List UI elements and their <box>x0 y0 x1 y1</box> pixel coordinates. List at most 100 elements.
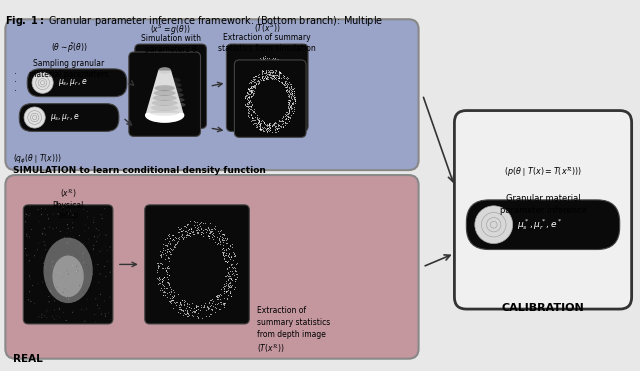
Point <box>161 285 171 290</box>
Point <box>257 68 268 74</box>
Point <box>284 79 294 85</box>
Point <box>271 125 281 131</box>
Point <box>287 79 298 85</box>
Point <box>218 239 228 245</box>
Point <box>223 273 234 279</box>
Point <box>77 255 88 260</box>
Point <box>165 235 175 241</box>
Point <box>39 226 49 232</box>
Point <box>170 234 180 240</box>
Point <box>247 114 257 120</box>
Point <box>257 127 267 132</box>
Point <box>266 63 276 69</box>
Point <box>261 117 271 123</box>
Point <box>280 120 290 126</box>
Point <box>190 308 200 313</box>
Point <box>251 106 261 112</box>
Point <box>244 61 254 67</box>
Point <box>163 255 173 261</box>
Point <box>258 76 268 82</box>
Point <box>48 211 58 217</box>
Point <box>250 108 260 114</box>
Point <box>164 291 175 297</box>
Point <box>264 128 275 134</box>
Point <box>271 60 281 66</box>
Point <box>204 227 214 233</box>
Point <box>284 77 294 83</box>
Point <box>243 109 253 115</box>
Point <box>246 112 256 118</box>
Point <box>204 299 214 305</box>
Point <box>248 91 258 97</box>
Point <box>97 311 107 317</box>
Point <box>68 212 78 218</box>
Point <box>284 96 294 102</box>
Point <box>250 62 260 68</box>
Point <box>174 234 184 240</box>
Point <box>225 243 235 249</box>
Point <box>239 91 250 97</box>
Point <box>223 252 233 257</box>
Point <box>269 57 280 63</box>
Point <box>168 293 179 299</box>
Point <box>244 96 254 102</box>
Point <box>253 58 264 63</box>
Point <box>287 95 297 101</box>
Point <box>33 207 43 213</box>
Point <box>285 98 295 104</box>
Point <box>242 92 252 98</box>
Point <box>268 56 278 62</box>
Point <box>170 300 180 306</box>
Point <box>202 232 212 238</box>
Point <box>225 275 235 281</box>
Point <box>223 270 234 276</box>
Point <box>235 85 245 91</box>
Point <box>248 84 259 90</box>
Point <box>168 232 179 238</box>
Point <box>228 249 238 255</box>
Point <box>268 60 278 66</box>
Point <box>161 267 171 273</box>
Point <box>40 232 51 238</box>
Point <box>264 118 275 124</box>
Point <box>279 100 289 106</box>
Point <box>221 288 232 294</box>
Point <box>273 122 284 128</box>
Point <box>62 222 72 228</box>
Point <box>227 282 237 288</box>
Point <box>288 73 298 79</box>
Point <box>216 292 227 298</box>
Point <box>248 68 259 74</box>
Point <box>186 226 196 232</box>
Point <box>236 74 246 80</box>
Point <box>226 275 236 281</box>
Point <box>268 75 278 81</box>
Point <box>102 233 112 239</box>
Point <box>251 109 261 115</box>
Point <box>273 128 283 134</box>
Point <box>258 56 268 62</box>
Point <box>276 68 287 73</box>
Point <box>105 294 115 300</box>
Point <box>284 100 294 106</box>
Point <box>224 265 234 270</box>
Point <box>249 58 259 64</box>
Point <box>283 116 293 122</box>
Point <box>158 265 168 271</box>
Point <box>268 69 278 75</box>
Point <box>218 249 228 255</box>
Point <box>159 275 169 280</box>
Point <box>245 71 255 77</box>
Point <box>255 126 265 132</box>
Point <box>241 70 252 76</box>
Point <box>256 59 266 65</box>
Point <box>257 74 268 80</box>
Point <box>257 115 267 121</box>
Point <box>240 87 250 93</box>
Point <box>80 272 90 278</box>
Point <box>63 296 74 302</box>
Point <box>289 100 300 106</box>
Point <box>221 252 232 258</box>
Point <box>238 68 248 74</box>
Point <box>253 116 263 122</box>
